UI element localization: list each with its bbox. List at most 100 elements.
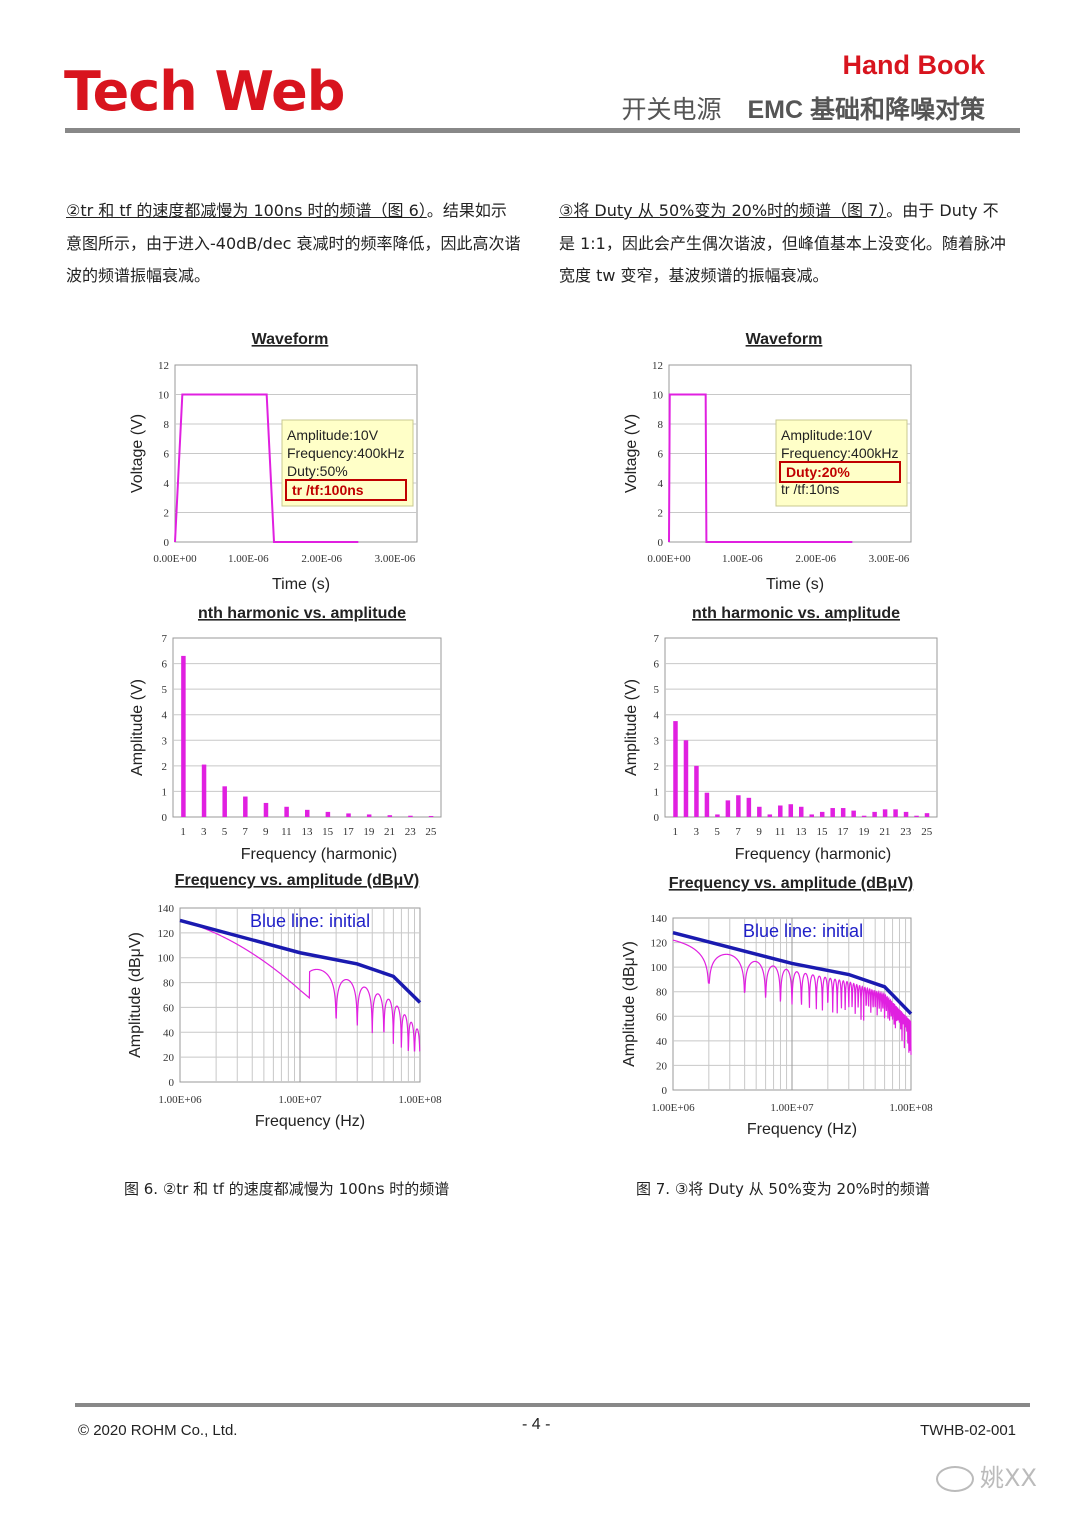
- fig7-harmonic-ytick: 3: [654, 735, 660, 747]
- fig7-spectrum-ytick: 60: [656, 1011, 668, 1023]
- fig6-harmonic-bar: [325, 811, 331, 817]
- fig6-harmonic-bar: [181, 655, 186, 817]
- fig7-waveform-ytick: 10: [652, 390, 664, 402]
- fig6-waveform-xlabel: Time (s): [272, 576, 330, 593]
- fig7-waveform-annotation: tr /tf:10ns: [781, 481, 839, 497]
- handbook-title: Hand Book: [842, 50, 985, 80]
- fig7-harmonic-bar: [830, 808, 835, 817]
- fig7-spectrum-ytick: 100: [651, 962, 668, 974]
- fig6-harmonic-bar: [387, 815, 393, 817]
- fig7-spectrum-magenta-line: [672, 939, 912, 1055]
- fig7-harmonic-bar: [799, 806, 804, 817]
- paragraph-right-lead: ③将 Duty 从 50%变为 20%时的频谱（图 7）: [559, 201, 887, 220]
- fig6-harmonic-ytick: 1: [162, 786, 168, 798]
- fig7-waveform-ytick: 6: [658, 449, 664, 461]
- fig7-harmonic-bar: [673, 721, 678, 817]
- header-divider: [65, 128, 1020, 133]
- fig6-waveform-xtick: 0.00E+00: [153, 553, 197, 565]
- fig6-harmonic-xtick: 17: [343, 826, 355, 838]
- fig7-harmonic-xtick: 5: [714, 826, 720, 838]
- fig6-harmonic-xtick: 15: [322, 826, 334, 838]
- fig6-harmonic-ytick: 3: [162, 735, 168, 747]
- fig7-spectrum-legend: Blue line: initial: [743, 921, 863, 941]
- fig6-waveform-annotation-highlight-box: [285, 479, 407, 501]
- fig7-spectrum-xtick: 1.00E+07: [770, 1102, 814, 1114]
- fig6-waveform-ytick: 12: [158, 360, 169, 372]
- fig6-harmonic-bar: [201, 764, 207, 817]
- fig6-harmonic-bar: [222, 786, 227, 817]
- fig7-spectrum-xlabel: Frequency (Hz): [747, 1121, 857, 1138]
- fig6-harmonic-xtick: 23: [405, 826, 417, 838]
- fig7-harmonic-xtick: 11: [775, 826, 786, 838]
- fig7-harmonic-xtick: 23: [900, 826, 912, 838]
- fig6-waveform-ytick: 0: [164, 537, 170, 549]
- fig7-waveform-xtick: 2.00E-06: [795, 553, 836, 565]
- fig6-spectrum-ytick: 60: [163, 1002, 175, 1014]
- fig6-spectrum-xlabel: Frequency (Hz): [255, 1113, 365, 1130]
- fig6-harmonic-bar: [243, 796, 248, 817]
- fig7-harmonic-ytick: 1: [654, 786, 660, 798]
- fig7-harmonic-bar: [882, 809, 888, 817]
- fig7-harmonic-xtick: 19: [858, 826, 870, 838]
- figure-7-caption: 图 7. ③将 Duty 从 50%变为 20%时的频谱: [636, 1180, 930, 1198]
- footer-copyright: © 2020 ROHM Co., Ltd.: [78, 1422, 238, 1439]
- fig7-waveform-xtick: 1.00E-06: [722, 553, 763, 565]
- fig7-harmonic-bar: [924, 813, 930, 817]
- fig7-harmonic-bar: [840, 808, 846, 817]
- fig7-waveform-xtick: 0.00E+00: [647, 553, 691, 565]
- fig7-harmonic-bar: [725, 800, 731, 817]
- fig7-spectrum-xtick: 1.00E+08: [889, 1102, 933, 1114]
- fig7-spectrum-ytick: 120: [651, 938, 668, 950]
- fig6-harmonic-xlabel: Frequency (harmonic): [241, 846, 398, 863]
- fig7-harmonic-bar: [914, 815, 919, 817]
- fig7-spectrum-ylabel: Amplitude (dBμV): [621, 941, 638, 1067]
- fig6-harmonic-ytick: 6: [162, 659, 168, 671]
- fig7-waveform-ytick: 4: [658, 478, 664, 490]
- figure-7: Waveform 12 10 8 6 4 2 0 0.00E+00 1.00E-06 2.00E-0…: [614, 320, 974, 1140]
- fig6-spectrum-ytick: 0: [169, 1077, 175, 1089]
- fig7-spectrum-ytick: 140: [651, 913, 668, 925]
- fig6-spectrum-xtick: 1.00E+06: [158, 1094, 202, 1106]
- fig6-spectrum-ytick: 20: [163, 1052, 175, 1064]
- figure-6: Waveform 12 10 8 6 4 2 0 0.00E+00 1.00E-06 2.00E-0…: [120, 320, 480, 1140]
- fig7-harmonic-ytick: 2: [654, 761, 660, 773]
- fig6-harmonic-bar: [428, 815, 434, 817]
- fig7-harmonic-bar: [683, 740, 689, 817]
- fig6-waveform-ytick: 4: [164, 478, 170, 490]
- fig6-harmonic-ylabel: Amplitude (V): [129, 679, 146, 776]
- fig6-harmonic-bar: [305, 809, 310, 817]
- fig7-harmonic-xtick: 1: [672, 826, 678, 838]
- fig6-waveform-annotation-box: [281, 419, 414, 507]
- fig7-harmonic-bar: [778, 805, 783, 817]
- fig7-spectrum-title: Frequency vs. amplitude (dBμV): [669, 875, 914, 892]
- fig7-waveform-ytick: 0: [658, 537, 664, 549]
- fig7-harmonic-ytick: 7: [654, 633, 660, 645]
- fig6-harmonic-title: nth harmonic vs. amplitude: [198, 605, 406, 622]
- footer-divider: [75, 1403, 1030, 1407]
- fig6-harmonic-xtick: 11: [281, 826, 292, 838]
- fig6-harmonic-plot-area: [172, 637, 442, 818]
- fig6-harmonic-ytick: 0: [162, 812, 168, 824]
- fig6-waveform-ylabel: Voltage (V): [129, 414, 146, 493]
- fig7-harmonic-xtick: 15: [816, 826, 828, 838]
- fig6-waveform-annotation-highlight: tr /tf:100ns: [292, 482, 364, 498]
- fig7-harmonic-bar: [809, 814, 814, 817]
- fig6-spectrum-xtick: 1.00E+07: [278, 1094, 322, 1106]
- fig6-waveform-ytick: 2: [164, 508, 170, 520]
- fig6-waveform-title: Waveform: [252, 331, 329, 348]
- fig7-harmonic-xtick: 13: [796, 826, 808, 838]
- fig7-harmonic-bar: [767, 814, 773, 817]
- fig7-harmonic-xtick: 21: [879, 826, 890, 838]
- fig6-harmonic-xtick: 1: [180, 826, 186, 838]
- fig7-harmonic-xtick: 17: [837, 826, 849, 838]
- fig6-waveform-annotation: Frequency:400kHz: [287, 445, 405, 461]
- fig6-harmonic-xtick: 21: [384, 826, 395, 838]
- fig6-harmonic-xtick: 13: [302, 826, 314, 838]
- fig6-waveform-xtick: 1.00E-06: [228, 553, 269, 565]
- fig6-spectrum-title: Frequency vs. amplitude (dBμV): [175, 872, 420, 889]
- fig7-harmonic-xtick: 25: [921, 826, 933, 838]
- fig6-harmonic-bar: [366, 814, 372, 817]
- fig7-harmonic-bar: [903, 811, 909, 817]
- fig6-harmonic-bar: [263, 802, 269, 817]
